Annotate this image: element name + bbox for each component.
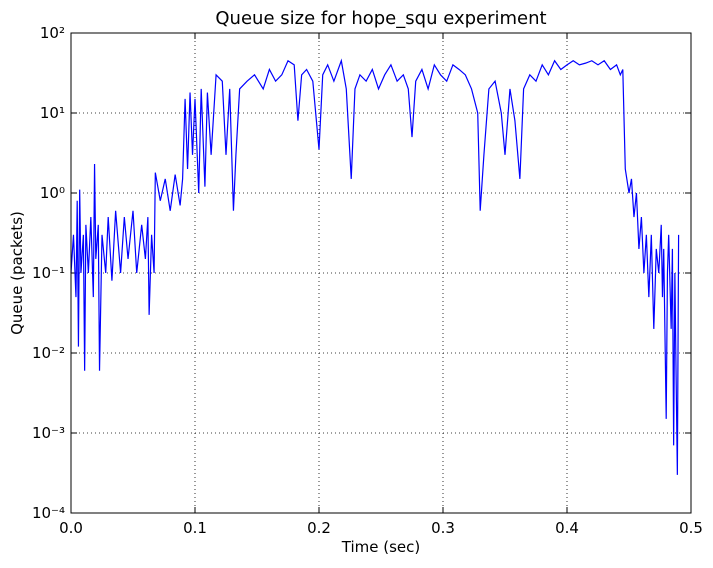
- x-tick-label: 0.4: [555, 519, 579, 537]
- y-tick-label: 10²: [40, 24, 65, 42]
- data-line: [70, 58, 680, 475]
- y-tick-label: 10⁻⁴: [32, 504, 65, 522]
- plot-frame: [70, 32, 692, 514]
- x-axis-label: Time (sec): [341, 538, 420, 556]
- chart-title: Queue size for hope_squ experiment: [215, 8, 546, 29]
- y-tick-label: 10⁰: [40, 184, 65, 202]
- y-tick-label: 10⁻³: [32, 424, 65, 442]
- x-tick-label: 0.5: [679, 519, 703, 537]
- y-axis-label: Queue (packets): [8, 211, 26, 335]
- x-tick-label: 0.3: [431, 519, 455, 537]
- y-tick-label: 10⁻²: [32, 344, 65, 362]
- x-tick-label: 0.1: [183, 519, 207, 537]
- y-tick-label: 10¹: [40, 104, 65, 122]
- y-tick-label: 10⁻¹: [32, 264, 65, 282]
- x-tick-label: 0.0: [59, 519, 83, 537]
- x-tick-label: 0.2: [307, 519, 331, 537]
